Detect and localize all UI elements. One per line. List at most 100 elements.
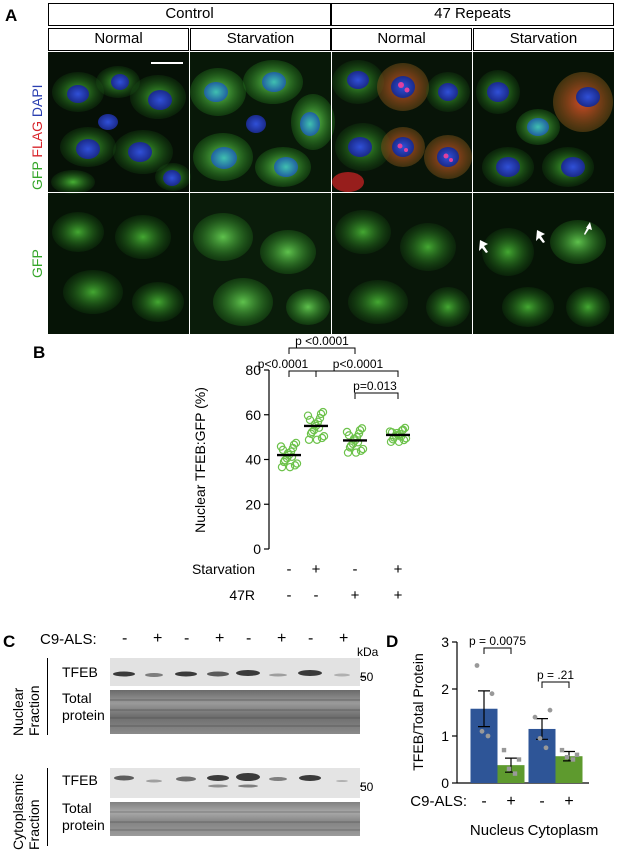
data-point xyxy=(574,752,580,757)
y-tick-label: 60 xyxy=(245,407,261,423)
data-point xyxy=(400,423,410,433)
y-tick-label: 3 xyxy=(441,634,449,650)
data-point xyxy=(485,733,491,739)
data-point xyxy=(396,432,406,441)
nuclear-bracket xyxy=(47,658,48,735)
marker-50-nuclear: 50 xyxy=(360,670,374,684)
condition-sign: - xyxy=(287,587,292,604)
y-tick-label: 2 xyxy=(441,681,449,697)
header-47r-starvation: Starvation xyxy=(473,28,614,51)
y-tick-label: 0 xyxy=(253,541,261,557)
significance-bracket xyxy=(288,347,356,354)
significance-bracket xyxy=(354,392,399,399)
flag-label: FLAG xyxy=(29,121,45,158)
condition-sign: - xyxy=(314,587,319,604)
header-control: Control xyxy=(48,3,331,26)
cyto-total-label: Total protein xyxy=(62,800,105,833)
data-point xyxy=(346,441,356,450)
p-value-label: p = 0.0075 xyxy=(469,634,526,648)
condition-sign: + xyxy=(394,561,403,578)
condition-sign: + xyxy=(394,587,403,604)
c9-sign: + xyxy=(277,630,287,647)
panel-a-letter: A xyxy=(5,6,18,25)
data-point xyxy=(516,757,522,762)
data-point xyxy=(394,437,404,447)
condition-sign: - xyxy=(287,561,292,578)
y-axis-label: TFEB/Total Protein xyxy=(410,653,426,771)
error-bar xyxy=(478,690,490,728)
data-point xyxy=(351,448,361,457)
condition-row-label: Starvation xyxy=(192,561,255,577)
data-point xyxy=(303,411,313,420)
y-tick-label: 1 xyxy=(441,728,449,744)
data-point xyxy=(292,459,302,468)
cyto-bracket xyxy=(47,768,48,846)
gfp-label: GFP xyxy=(29,161,45,190)
c9-sign: + xyxy=(506,793,515,810)
c9-sign: + xyxy=(339,630,349,647)
row2-channel-label: GFP xyxy=(29,249,45,278)
c9-sign: - xyxy=(184,630,190,647)
c9-sign: - xyxy=(539,793,544,810)
data-point xyxy=(304,435,314,444)
data-point xyxy=(547,707,553,713)
header-47r-normal: Normal xyxy=(331,28,472,51)
data-point xyxy=(506,766,512,772)
condition-sign: + xyxy=(351,587,360,604)
data-point xyxy=(314,423,324,432)
data-point xyxy=(312,435,322,444)
data-point xyxy=(356,446,366,456)
data-point xyxy=(564,754,570,760)
data-point xyxy=(291,438,301,448)
data-point xyxy=(357,424,367,433)
micrograph-grid xyxy=(48,52,614,334)
y-tick-label: 80 xyxy=(245,362,261,378)
p-value-label: p=0.013 xyxy=(353,379,397,393)
c9-sign: + xyxy=(564,793,573,810)
data-point xyxy=(305,415,315,425)
p-value-label: p<0.0001 xyxy=(258,357,309,371)
western-blots xyxy=(110,658,366,836)
dapi-label: DAPI xyxy=(29,84,45,118)
row1-channel-label: GFP FLAG DAPI xyxy=(29,84,45,190)
header-control-starvation: Starvation xyxy=(190,28,331,51)
significance-bracket xyxy=(541,681,570,688)
y-tick-label: 40 xyxy=(245,452,261,468)
condition-row-label: 47R xyxy=(229,587,255,603)
header-47-repeats: 47 Repeats xyxy=(331,3,614,26)
data-point xyxy=(343,448,353,457)
nuclear-total-label: Total protein xyxy=(62,690,105,723)
data-point xyxy=(353,438,363,447)
y-axis-label: Nuclear TFEB:GFP (%) xyxy=(192,387,208,533)
kda-label: kDa xyxy=(357,645,379,659)
bar xyxy=(497,765,525,783)
data-point xyxy=(280,455,290,465)
data-point xyxy=(287,452,297,462)
c9-label-c: C9-ALS: xyxy=(40,631,97,648)
data-point xyxy=(501,747,507,753)
data-point xyxy=(316,409,326,419)
cytoplasmic-fraction-label: Cytoplasmic Fraction xyxy=(10,773,42,850)
data-point xyxy=(570,757,576,762)
c9-label-d: C9-ALS: xyxy=(410,793,467,810)
y-tick-label: 20 xyxy=(245,496,261,512)
c9-sign: + xyxy=(215,630,225,647)
data-point xyxy=(355,425,365,435)
significance-bracket xyxy=(483,647,512,654)
significance-bracket xyxy=(315,370,399,377)
data-point xyxy=(512,771,518,776)
nuclear-fraction-label: Nuclear Fraction xyxy=(10,685,42,736)
p-value-label: p<0.0001 xyxy=(333,357,384,371)
data-point xyxy=(277,462,287,472)
data-point xyxy=(289,440,299,449)
bar-chart-d: 0 1 2 3 TFEB/Total Protein p = 0.0075 p = .21 C… xyxy=(410,634,599,839)
arrow-icons xyxy=(479,222,592,253)
c9-sign: - xyxy=(308,630,314,647)
data-point xyxy=(358,444,368,454)
data-point xyxy=(559,747,565,753)
x-category-label: Cytoplasm xyxy=(528,822,599,839)
p-value-label: p = .21 xyxy=(537,668,574,682)
c9-sign: - xyxy=(481,793,486,810)
nuclear-tfeb-label: TFEB xyxy=(62,664,98,680)
data-point xyxy=(344,431,354,440)
